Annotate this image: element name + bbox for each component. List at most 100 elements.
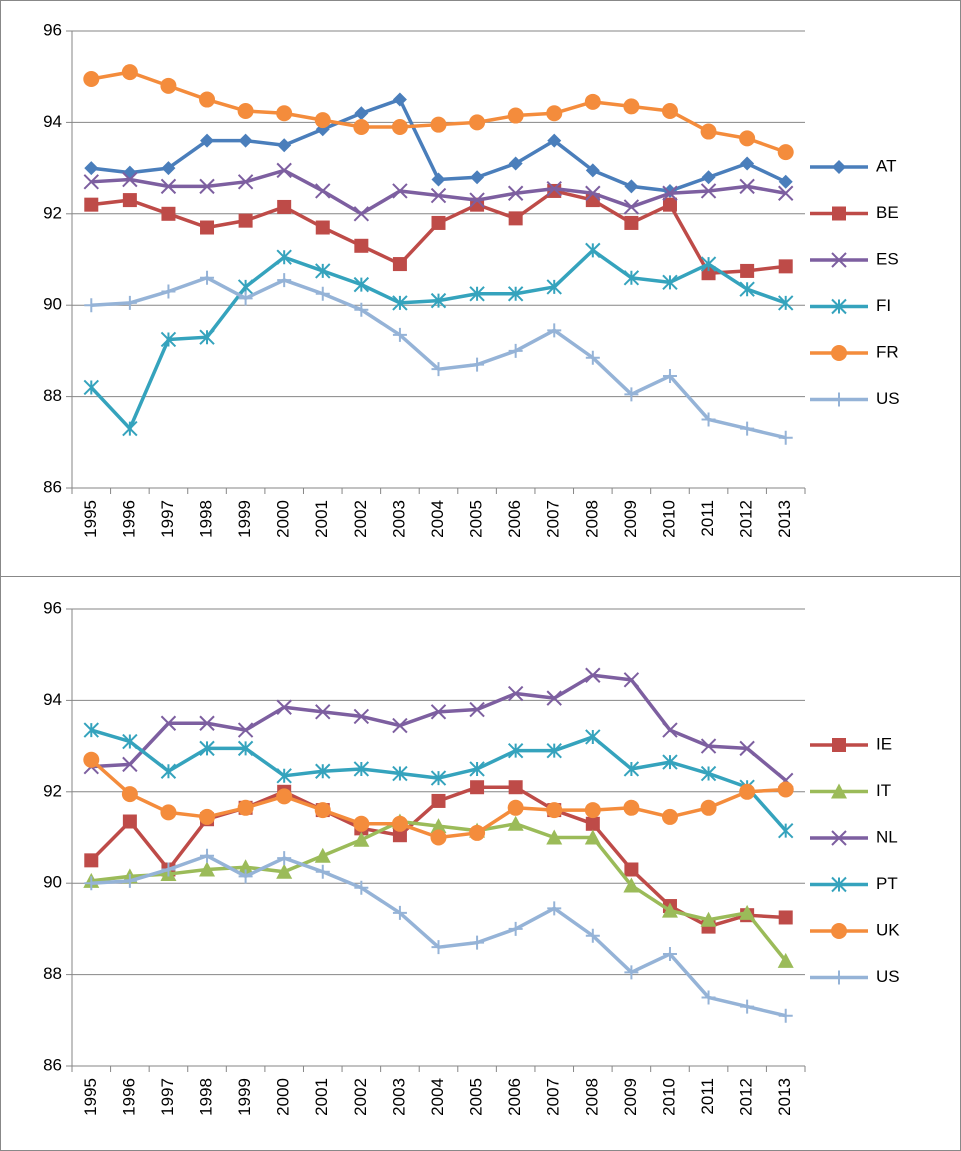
marker: [700, 123, 717, 140]
marker: [83, 70, 100, 87]
marker: [392, 905, 407, 920]
marker: [315, 220, 330, 235]
marker: [430, 116, 447, 133]
marker: [431, 362, 446, 377]
marker: [777, 144, 794, 161]
marker: [662, 274, 678, 291]
marker: [353, 276, 370, 293]
marker: [84, 876, 99, 891]
marker: [547, 323, 562, 338]
marker: [121, 64, 138, 81]
marker: [276, 863, 293, 879]
legend-label: ES: [876, 249, 899, 268]
marker: [314, 847, 331, 863]
marker: [353, 708, 370, 725]
marker: [199, 740, 215, 757]
marker: [624, 387, 639, 402]
legend-label: FI: [876, 296, 891, 315]
marker: [276, 788, 293, 805]
marker: [276, 249, 292, 265]
marker: [470, 357, 485, 372]
legend-label: UK: [876, 920, 900, 939]
marker: [623, 877, 640, 893]
x-tick-label: 2004: [428, 500, 447, 538]
marker: [160, 77, 177, 94]
marker: [701, 990, 716, 1005]
marker: [469, 114, 486, 131]
marker: [122, 171, 138, 188]
marker: [238, 213, 253, 228]
marker: [238, 291, 253, 306]
marker: [122, 733, 138, 750]
marker: [160, 178, 177, 195]
marker: [431, 940, 446, 955]
marker: [585, 667, 601, 683]
marker: [832, 392, 846, 407]
marker: [508, 343, 523, 358]
marker: [546, 279, 562, 295]
marker: [778, 910, 793, 925]
marker: [778, 822, 794, 839]
marker: [662, 947, 677, 962]
marker: [739, 178, 755, 195]
x-tick-label: 2012: [737, 1078, 756, 1116]
x-tick-label: 1997: [158, 500, 177, 538]
marker: [584, 802, 601, 819]
y-tick-label: 96: [43, 598, 62, 617]
marker: [469, 701, 485, 718]
marker: [315, 183, 331, 199]
marker: [623, 799, 640, 816]
marker: [585, 729, 601, 745]
marker: [431, 172, 446, 187]
x-tick-label: 2012: [737, 500, 756, 538]
x-tick-label: 1999: [235, 500, 254, 538]
x-tick-label: 2011: [698, 1078, 717, 1115]
marker: [200, 133, 215, 148]
marker: [662, 197, 677, 212]
marker: [122, 193, 137, 208]
marker: [122, 420, 138, 437]
marker: [623, 270, 640, 286]
marker: [431, 793, 446, 808]
marker: [391, 815, 408, 832]
marker: [161, 284, 176, 299]
x-tick-label: 2003: [389, 500, 408, 538]
x-tick-label: 2009: [621, 1078, 640, 1116]
marker: [831, 830, 847, 846]
marker: [585, 350, 600, 365]
marker: [507, 799, 524, 816]
marker: [585, 242, 601, 259]
marker: [508, 156, 523, 171]
y-tick-label: 86: [43, 477, 62, 496]
marker: [161, 206, 176, 221]
x-tick-label: 2002: [351, 500, 370, 538]
marker: [315, 704, 331, 720]
x-tick-label: 2004: [428, 1078, 447, 1116]
x-tick-label: 1999: [235, 1078, 254, 1116]
marker: [353, 761, 370, 777]
x-tick-label: 1996: [119, 1078, 138, 1116]
marker: [831, 298, 847, 315]
marker: [314, 112, 331, 129]
y-tick-label: 86: [43, 1055, 62, 1074]
x-tick-label: 2013: [775, 500, 794, 538]
marker: [392, 295, 408, 311]
chart: 86 88 90 92 94 96 1995 1996 1997 1998 1999 2000 2001…: [43, 20, 900, 537]
marker: [315, 122, 330, 137]
marker: [237, 102, 254, 119]
marker: [315, 763, 331, 779]
x-tick-label: 2000: [274, 1078, 293, 1116]
marker: [237, 722, 254, 738]
marker: [392, 765, 408, 782]
x-tick-label: 2000: [274, 500, 293, 538]
x-tick-label: 2005: [467, 1078, 486, 1116]
x-tick-label: 2007: [544, 1078, 563, 1116]
marker: [662, 369, 677, 384]
marker: [831, 252, 847, 268]
marker: [740, 999, 755, 1014]
marker: [507, 685, 524, 702]
x-tick-label: 2006: [505, 500, 524, 538]
y-tick-label: 92: [43, 203, 62, 222]
marker: [778, 174, 793, 189]
y-tick-label: 92: [43, 781, 62, 800]
